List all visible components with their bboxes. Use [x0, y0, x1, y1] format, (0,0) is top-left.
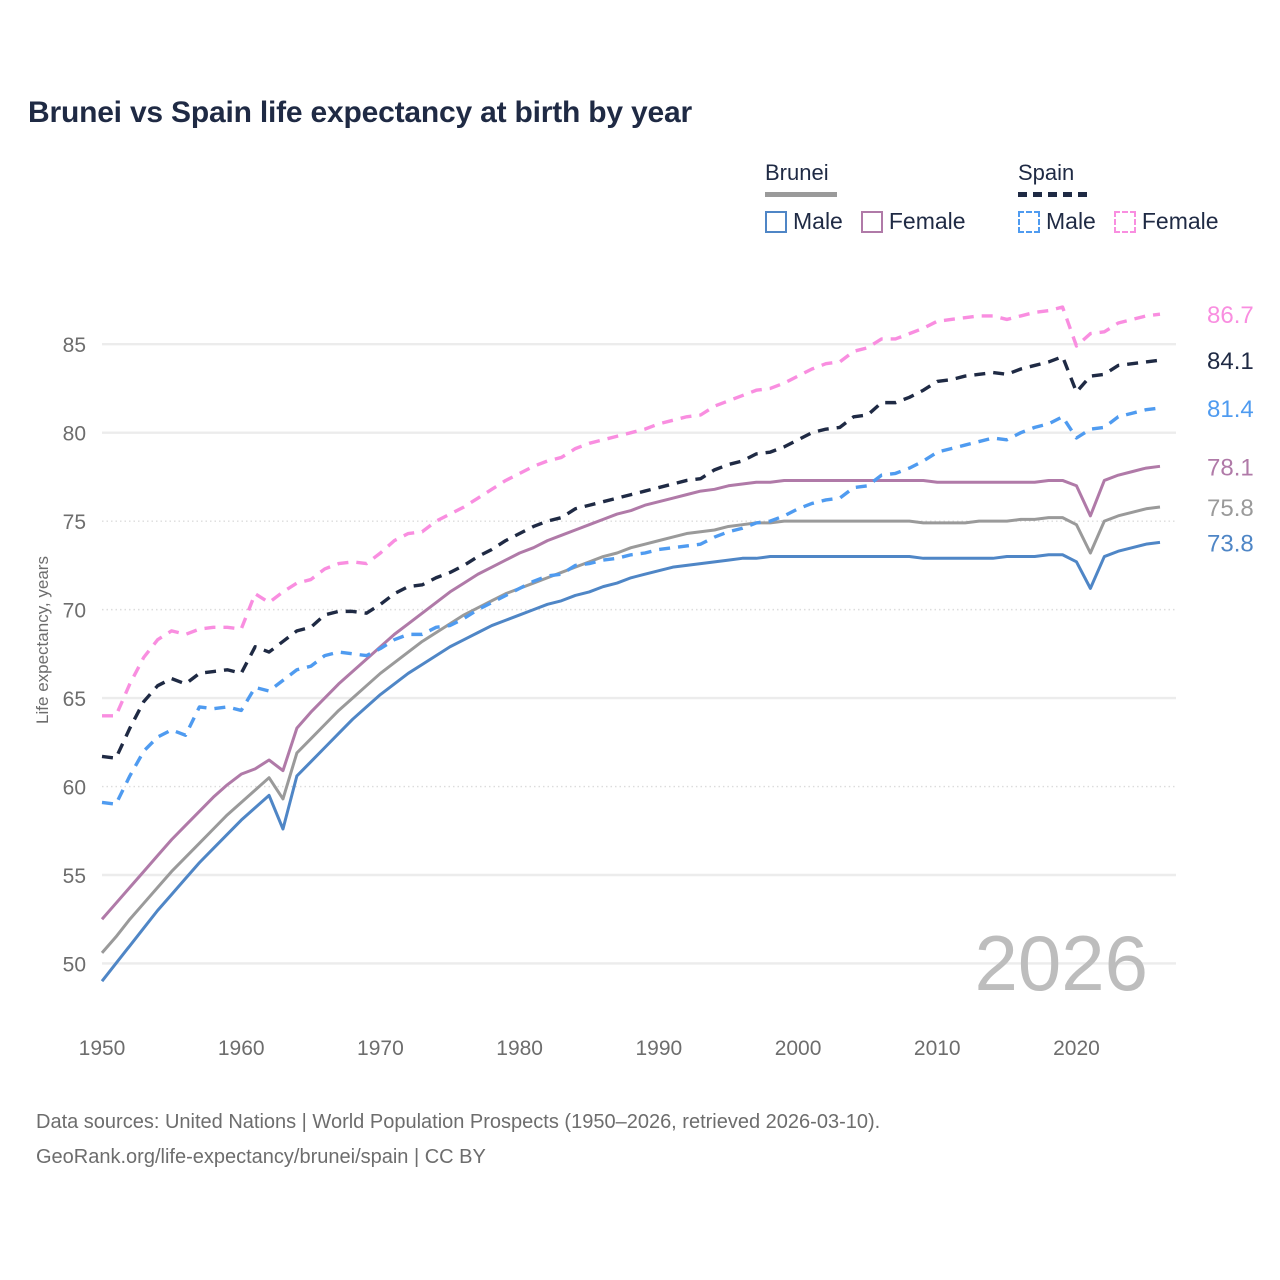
year-watermark: 2026 [974, 919, 1148, 1007]
series-line-spain-total [101, 354, 1161, 760]
series-line-brunei-female [100, 464, 1161, 921]
end-label-81.4: 81.4 [1168, 390, 1254, 425]
footer-line-attribution: GeoRank.org/life-expectancy/brunei/spain… [36, 1146, 486, 1168]
end-label-78.1: 78.1 [1168, 449, 1254, 484]
legend-item-spain-male[interactable]: Male [1018, 208, 1096, 235]
x-tick-1970: 1970 [357, 1037, 404, 1060]
legend-group-title-spain: Spain [1018, 160, 1075, 185]
data-series [100, 305, 1161, 983]
end-label-value-73.8: 73.8 [1207, 530, 1254, 557]
end-label-value-75.8: 75.8 [1207, 495, 1254, 522]
end-label-value-84.1: 84.1 [1207, 348, 1254, 375]
legend-label-spain-female: Female [1141, 208, 1219, 234]
end-label-75.8: 75.8 [1168, 490, 1254, 524]
y-axis-label: Life expectancy, years [33, 556, 52, 724]
y-tick-70: 70 [63, 600, 86, 623]
legend-label-brunei-male: Male [793, 208, 843, 234]
x-tick-1950: 1950 [79, 1037, 126, 1060]
x-tick-2020: 2020 [1053, 1037, 1100, 1060]
flag-icon-spain [1168, 297, 1202, 332]
x-tick-2000: 2000 [775, 1037, 822, 1060]
x-axis-ticks: 1950 1960 1970 1980 1990 2000 2010 2020 [79, 1037, 1100, 1060]
legend-label-spain-male: Male [1046, 208, 1096, 234]
x-tick-1960: 1960 [218, 1037, 265, 1060]
flag-icon-brunei [1168, 449, 1202, 484]
end-label-73.8: 73.8 [1168, 525, 1254, 560]
flag-icon-spain [1168, 390, 1202, 425]
x-tick-1980: 1980 [496, 1037, 543, 1060]
legend-item-brunei-female[interactable]: Female [860, 208, 966, 235]
legend-group-title-brunei: Brunei [765, 160, 829, 185]
end-labels: 86.7 84.1 81.4 78.1 75.8 73.8 [1168, 297, 1254, 560]
y-tick-65: 65 [63, 688, 86, 711]
y-tick-60: 60 [63, 777, 86, 800]
legend-group-brunei: Brunei Male Female [765, 160, 966, 235]
page-title: Brunei vs Spain life expectancy at birth… [28, 96, 692, 129]
end-label-value-81.4: 81.4 [1207, 396, 1254, 423]
y-axis-ticks: 50 55 60 65 70 75 80 85 [63, 334, 86, 976]
end-label-86.7: 86.7 [1168, 297, 1254, 332]
end-label-value-86.7: 86.7 [1207, 302, 1254, 329]
y-tick-80: 80 [63, 423, 86, 446]
flag-icon-brunei [1168, 525, 1202, 560]
legend-swatch-brunei-male [765, 210, 787, 233]
y-tick-75: 75 [63, 511, 86, 534]
legend-swatch-spain-female [1113, 210, 1136, 233]
end-label-84.1: 84.1 [1168, 343, 1254, 378]
flag-icon-brunei [1168, 490, 1202, 524]
legend-group-spain: Spain Male Female [1018, 160, 1219, 235]
series-line-brunei-male [100, 540, 1161, 983]
series-line-brunei-total [100, 505, 1161, 954]
legend-rule-brunei [765, 192, 837, 197]
footer: Data sources: United Nations | World Pop… [36, 1105, 880, 1175]
legend-swatch-spain-male [1018, 210, 1040, 233]
legend-label-brunei-female: Female [888, 208, 966, 234]
legend-rule-spain [1018, 192, 1090, 197]
legend-item-brunei-male[interactable]: Male [765, 208, 843, 235]
y-tick-85: 85 [63, 334, 86, 357]
footer-line-sources: Data sources: United Nations | World Pop… [36, 1111, 881, 1133]
end-label-value-78.1: 78.1 [1207, 454, 1254, 481]
y-tick-50: 50 [63, 953, 86, 976]
x-tick-1990: 1990 [635, 1037, 682, 1060]
chart-legend: Brunei Male Female Spain Male [760, 160, 1260, 240]
x-tick-2010: 2010 [914, 1037, 961, 1060]
flag-icon-spain [1168, 343, 1202, 378]
gridlines [102, 343, 1176, 965]
legend-item-spain-female[interactable]: Female [1113, 208, 1219, 235]
series-line-spain-female [102, 305, 1161, 718]
legend-swatch-brunei-female [860, 210, 883, 233]
series-line-spain-male [101, 406, 1161, 806]
y-tick-55: 55 [63, 865, 86, 888]
